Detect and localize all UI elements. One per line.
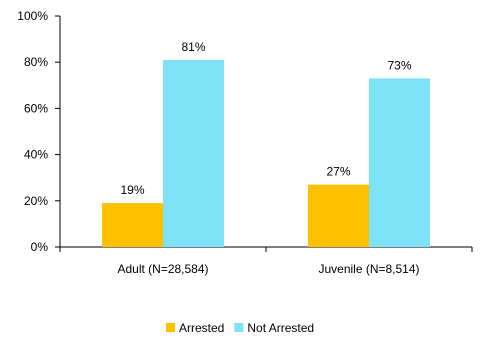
bars: 19% 81% 27% 73% — [102, 40, 430, 248]
legend: Arrested Not Arrested — [166, 321, 314, 335]
y-tick-label: 0% — [31, 240, 49, 254]
y-tick-label: 80% — [24, 55, 48, 69]
legend-swatch — [234, 323, 244, 332]
y-axis: 0% 20% 40% 60% 80% 100% — [17, 9, 61, 254]
category-label: Juvenile (N=8,514) — [318, 262, 419, 276]
legend-label: Arrested — [179, 321, 224, 335]
data-label: 81% — [181, 40, 205, 54]
y-tick-label: 60% — [24, 101, 48, 115]
bar-arrested — [102, 203, 163, 247]
y-tick-label: 40% — [24, 148, 48, 162]
data-label: 73% — [387, 58, 411, 72]
y-tick-label: 100% — [17, 9, 48, 23]
legend-swatch — [166, 323, 175, 332]
data-label: 19% — [120, 183, 144, 197]
x-axis: Adult (N=28,584) Juvenile (N=8,514) — [59, 246, 473, 276]
category-label: Adult (N=28,584) — [117, 262, 208, 276]
y-tick-label: 20% — [24, 194, 48, 208]
bar-arrested — [308, 184, 369, 247]
data-label: 27% — [326, 165, 350, 179]
bar-not-arrested — [163, 59, 224, 247]
bar-not-arrested — [369, 78, 430, 248]
legend-label: Not Arrested — [247, 321, 314, 335]
